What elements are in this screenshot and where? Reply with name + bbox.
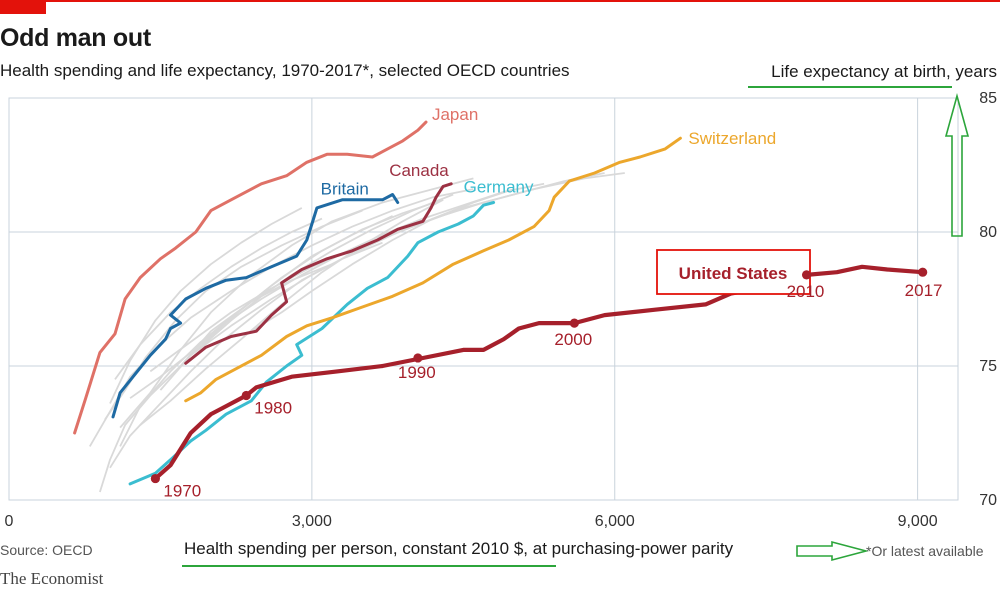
- x-tick-label: 9,000: [898, 513, 938, 530]
- us-highlight-box: [656, 249, 811, 295]
- footnote: *Or latest available: [866, 543, 984, 559]
- series-line-britain: [111, 193, 400, 419]
- series-line-other-11: [119, 177, 474, 429]
- up-arrow-icon: [944, 92, 970, 237]
- series-line-other-13: [159, 215, 393, 391]
- us-label: United States: [679, 264, 788, 283]
- series-line-other-7: [114, 217, 323, 380]
- series-line-germany: [128, 201, 496, 486]
- series-line-canada: [184, 182, 453, 365]
- y-axis-title: Life expectancy at birth, years: [771, 62, 997, 81]
- x-tick-label: 0: [5, 513, 14, 530]
- series-label-japan: Japan: [432, 105, 478, 124]
- brand-logo: The Economist: [0, 569, 104, 588]
- year-marker: [801, 270, 812, 280]
- label-layer: Japan Canada Britain Germany Switzerland Unit…: [150, 105, 943, 501]
- top-rule: [0, 0, 1000, 2]
- y-tick-label: 75: [979, 358, 997, 375]
- chart-title: Odd man out: [0, 24, 151, 52]
- y-tick-label: 85: [979, 90, 997, 107]
- tick-layer: 0 3,000 6,000 9,000 85 80 75 70 Life expectancy …: [5, 62, 997, 567]
- series-line-switzerland: [184, 136, 682, 403]
- right-arrow-icon: [796, 540, 870, 562]
- y-tick-label: 70: [979, 492, 997, 509]
- year-label-2010: 2010: [787, 282, 825, 301]
- y-tick-label: 80: [979, 224, 997, 241]
- year-label-1970: 1970: [163, 482, 201, 501]
- year-marker: [150, 473, 160, 484]
- x-axis-title: Health spending per person, constant 201…: [184, 539, 734, 558]
- x-tick-label: 3,000: [292, 513, 332, 530]
- series-line-japan: [73, 120, 428, 435]
- year-label-1990: 1990: [398, 363, 436, 382]
- brand-tag: [0, 0, 46, 14]
- series-line-other-15: [200, 193, 454, 348]
- series-label-germany: Germany: [464, 178, 534, 197]
- series-line-other-12: [190, 172, 625, 357]
- year-marker: [413, 353, 423, 363]
- series-label-switzerland: Switzerland: [688, 129, 776, 148]
- series-line-other-14: [250, 188, 515, 332]
- year-marker: [569, 318, 579, 328]
- source-note: Source: OECD: [0, 542, 93, 558]
- year-label-1980: 1980: [254, 398, 292, 417]
- year-marker: [241, 390, 251, 401]
- highlight-lines-layer: [73, 120, 925, 486]
- series-label-canada: Canada: [389, 161, 449, 180]
- x-tick-label: 6,000: [595, 513, 635, 530]
- chart-subtitle: Health spending and life expectancy, 197…: [0, 61, 570, 80]
- series-line-other-10: [109, 207, 303, 404]
- year-marker: [918, 267, 928, 277]
- series-label-britain: Britain: [321, 180, 369, 199]
- grid-layer: [8, 97, 959, 501]
- year-label-2000: 2000: [554, 330, 592, 349]
- year-label-2017: 2017: [905, 281, 943, 300]
